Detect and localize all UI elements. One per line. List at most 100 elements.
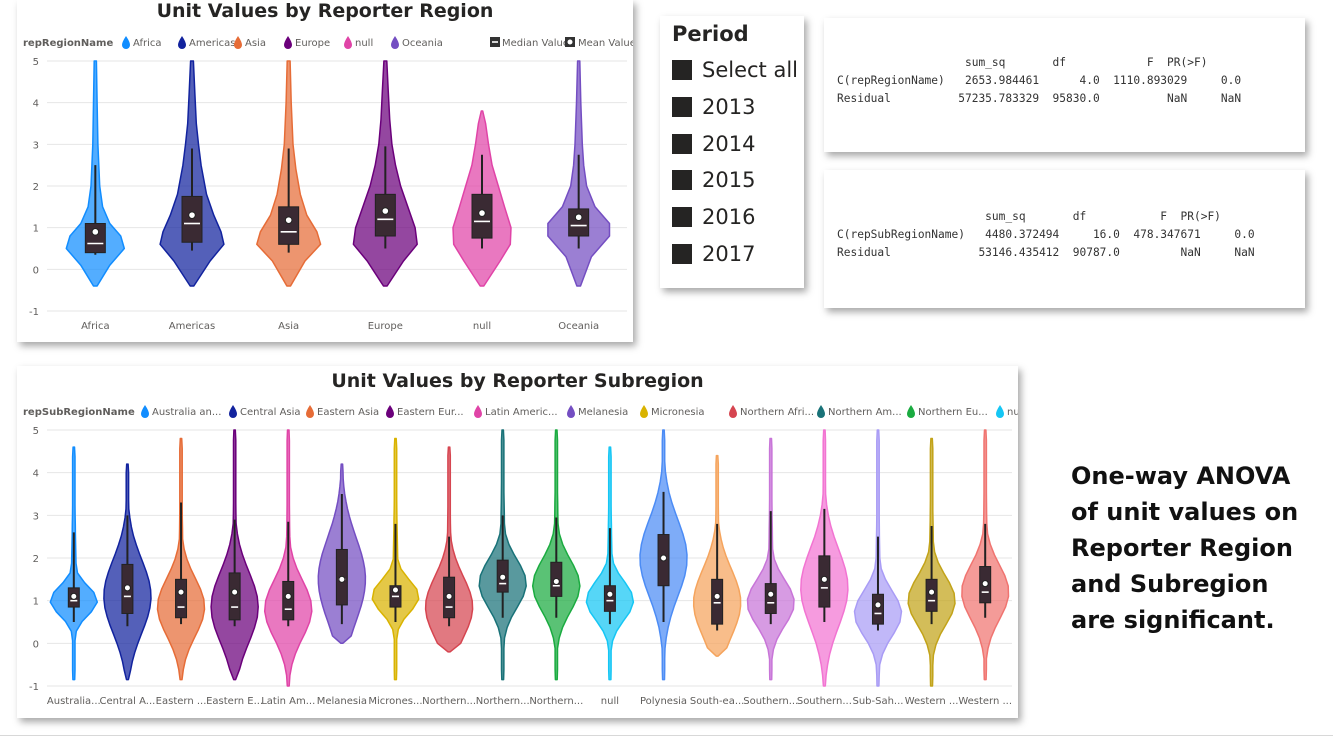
mean-marker	[188, 211, 196, 219]
subregion-violin-chart: -1 0 1 2 3 4 5 repSubRegionName Australia an... C…	[23, 405, 1018, 707]
mean-marker	[660, 554, 668, 562]
period-option-select-all[interactable]: Select all	[672, 58, 798, 82]
legend-marker-icon	[391, 36, 399, 49]
checkbox-icon[interactable]	[672, 170, 692, 190]
mean-marker	[713, 592, 721, 600]
checkbox-icon[interactable]	[672, 244, 692, 264]
anova-region-output: sum_sq df F PR(>F) C(repRegionName) 2653…	[837, 54, 1241, 108]
mean-marker	[123, 584, 131, 592]
legend-marker-icon	[306, 405, 314, 418]
legend-marker-icon	[234, 36, 242, 49]
period-option-2015[interactable]: 2015	[672, 168, 755, 192]
mean-marker	[478, 209, 486, 217]
box	[228, 572, 241, 621]
anova-header: sum_sq df F PR(>F)	[837, 56, 1208, 69]
x-tick-label: Micrones...	[368, 696, 422, 707]
box	[175, 578, 188, 619]
anova-row: Residual 57235.783329 95830.0 NaN NaN	[837, 92, 1242, 105]
legend-entry: Median Value	[502, 38, 569, 49]
legend-marker-icon	[474, 405, 482, 418]
checkbox-icon[interactable]	[672, 97, 692, 117]
anova-header: sum_sq df F PR(>F)	[837, 210, 1221, 223]
x-tick-label: Southern...	[797, 696, 852, 707]
mean-marker	[767, 590, 775, 598]
x-tick-label: Oceania	[558, 321, 599, 332]
box	[282, 580, 295, 621]
x-tick-label: Australia...	[47, 696, 101, 707]
checkbox-icon[interactable]	[672, 207, 692, 227]
x-tick-label: Melanesia	[317, 696, 367, 707]
mean-marker	[284, 216, 293, 224]
mean-marker	[499, 573, 507, 581]
annotation-line: are significant.	[1071, 606, 1275, 634]
x-tick-label: Western ...	[905, 696, 959, 707]
mean-marker	[391, 586, 399, 594]
y-tick-label: 1	[33, 597, 39, 608]
mean-marker	[70, 592, 78, 600]
legend-marker-icon	[907, 405, 915, 418]
legend-entry: Africa	[133, 38, 162, 49]
mean-marker	[574, 213, 583, 222]
period-option-label: 2016	[702, 205, 756, 229]
mean-marker	[928, 588, 936, 596]
period-option-label: 2014	[702, 132, 756, 156]
legend-marker-icon	[817, 405, 825, 418]
period-option-2017[interactable]: 2017	[672, 242, 755, 266]
x-tick-label: Latin Am...	[261, 696, 315, 707]
mean-marker	[338, 575, 346, 583]
y-tick-label: 3	[33, 140, 39, 151]
box	[871, 593, 884, 625]
legend-entry: Northern Afri...	[740, 407, 814, 418]
x-tick-label: Eastern ...	[156, 696, 207, 707]
legend-marker-icon	[229, 405, 237, 418]
region-violin-chart: -1 0 1 2 3 4 5 repRegionName Africa Americas Asia E…	[23, 36, 633, 332]
x-tick-label: Central A...	[100, 696, 156, 707]
period-slicer-title: Period	[672, 22, 749, 46]
x-tick-label: Sub-Sah...	[852, 696, 903, 707]
x-tick-label: null	[601, 696, 619, 707]
mean-marker	[284, 592, 292, 600]
checkbox-icon[interactable]	[672, 134, 692, 154]
x-tick-label: Americas	[169, 321, 215, 332]
mean-marker	[91, 228, 100, 236]
x-tick-label: Asia	[278, 321, 299, 332]
annotation-line: Reporter Region	[1071, 534, 1293, 562]
y-tick-label: 4	[33, 99, 39, 110]
mean-marker	[445, 592, 453, 600]
legend-marker-icon	[729, 405, 737, 418]
period-option-label: 2013	[702, 95, 756, 119]
checkbox-icon[interactable]	[672, 60, 692, 80]
mean-marker	[874, 601, 882, 609]
legend-entry: Northern Eu...	[918, 407, 988, 418]
legend-entry: Australia an...	[152, 407, 221, 418]
legend-title: repSubRegionName	[23, 407, 135, 418]
mean-marker	[981, 580, 989, 588]
annotation-line: One-way ANOVA	[1071, 462, 1291, 490]
region-chart-card: Unit Values by Reporter Region -1 0 1 2 3 4 5 r…	[17, 0, 633, 342]
legend-marker-icon	[996, 405, 1004, 418]
legend-entry: Northern Am...	[828, 407, 902, 418]
legend-marker-icon	[640, 405, 648, 418]
legend-entry: null	[355, 38, 373, 49]
mean-marker	[552, 577, 560, 585]
box	[764, 583, 777, 614]
legend-entry: Oceania	[402, 38, 443, 49]
y-tick-label: -1	[29, 307, 39, 318]
annotation-line: of unit values on	[1071, 498, 1299, 526]
legend-entry: Eastern Eur...	[397, 407, 464, 418]
legend-entry: Micronesia	[651, 407, 705, 418]
legend-marker-icon	[567, 405, 575, 418]
mean-marker	[606, 590, 614, 598]
anova-row: C(repSubRegionName) 4480.372494 16.0 478…	[837, 228, 1255, 241]
box	[84, 223, 106, 254]
period-option-2016[interactable]: 2016	[672, 205, 755, 229]
anova-region-table: sum_sq df F PR(>F) C(repRegionName) 2653…	[824, 18, 1305, 152]
anova-conclusion-text: One-way ANOVA of unit values on Reporter…	[1071, 458, 1321, 638]
period-option-2014[interactable]: 2014	[672, 132, 755, 156]
y-tick-label: 1	[33, 224, 39, 235]
box	[374, 193, 396, 237]
y-tick-label: 2	[33, 182, 39, 193]
period-option-2013[interactable]: 2013	[672, 95, 755, 119]
legend-marker-icon	[386, 405, 394, 418]
period-option-label: 2017	[702, 242, 756, 266]
